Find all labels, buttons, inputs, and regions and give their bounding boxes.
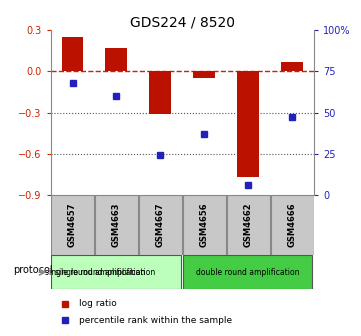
Text: single round amplification: single round amplification	[55, 268, 155, 277]
Bar	[139, 195, 182, 255]
Text: GSM4657: GSM4657	[68, 203, 77, 247]
Bar	[227, 195, 270, 255]
Bar	[95, 195, 138, 255]
Bar	[183, 195, 226, 255]
Bar	[271, 195, 314, 255]
Text: GSM4666: GSM4666	[288, 203, 297, 247]
Bar	[193, 72, 215, 78]
Bar	[51, 195, 94, 255]
Bar	[61, 37, 83, 72]
Bar	[281, 62, 303, 72]
Text: protocol: protocol	[13, 265, 52, 276]
Text: double round amplification: double round amplification	[196, 268, 300, 277]
Bar	[237, 72, 259, 177]
Bar	[105, 48, 127, 72]
Title: GDS224 / 8520: GDS224 / 8520	[130, 15, 235, 29]
Text: GSM4656: GSM4656	[200, 203, 209, 247]
Text: log ratio: log ratio	[79, 299, 117, 308]
Text: GSM4663: GSM4663	[112, 203, 121, 247]
Text: GSM4662: GSM4662	[244, 203, 253, 247]
Text: percentile rank within the sample: percentile rank within the sample	[79, 316, 232, 325]
Text: GSM4667: GSM4667	[156, 203, 165, 247]
Bar	[51, 255, 180, 289]
Text: single round amplification: single round amplification	[45, 268, 145, 277]
Bar	[183, 255, 312, 289]
Bar	[149, 72, 171, 114]
